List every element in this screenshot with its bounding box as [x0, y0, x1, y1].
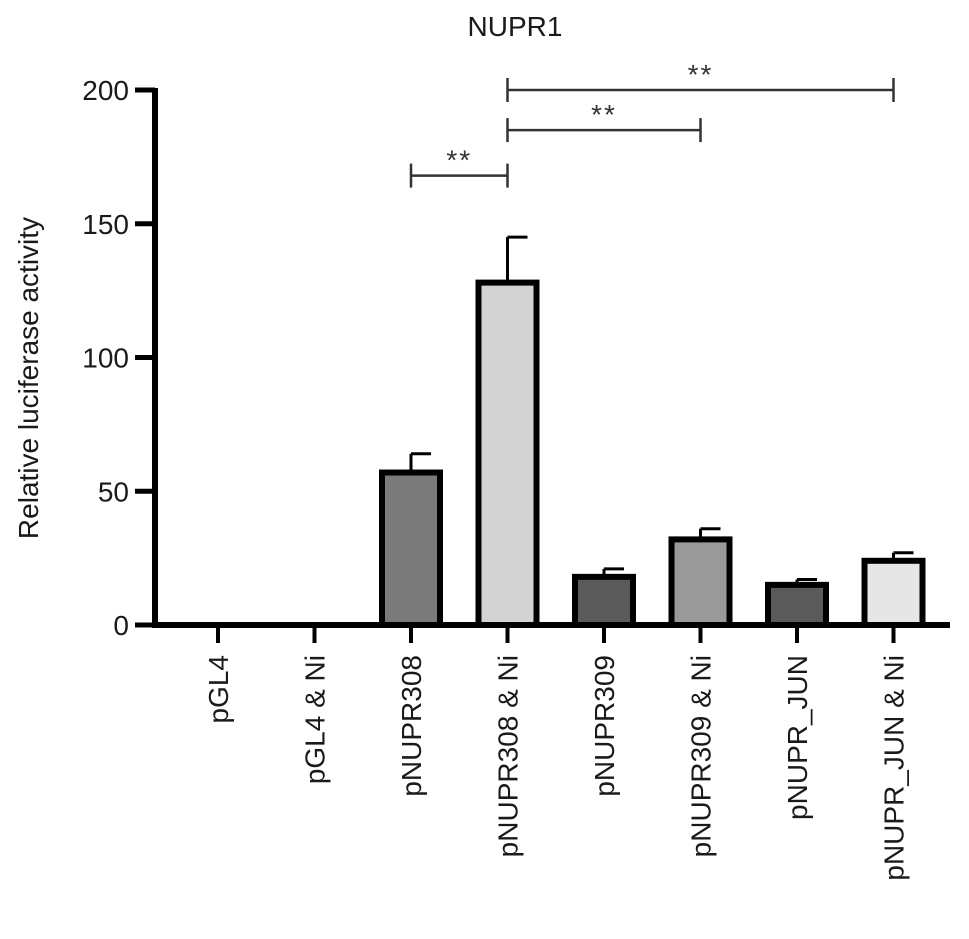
y-tick-label-100: 100 — [82, 343, 129, 374]
x-tick-label-0: pGL4 — [203, 655, 234, 724]
y-axis-title: Relative luciferase activity — [13, 217, 44, 539]
y-tick-label-150: 150 — [82, 209, 129, 240]
bar-6 — [765, 581, 829, 628]
x-tick-label-2: pNUPR308 — [396, 655, 427, 797]
y-tick-label-50: 50 — [98, 476, 129, 507]
x-tick-label-4: pNUPR309 — [589, 655, 620, 797]
chart-title: NUPR1 — [468, 11, 563, 42]
y-tick-label-0: 0 — [113, 610, 129, 641]
error-bars-layer — [409, 235, 914, 585]
bars-layer — [379, 279, 926, 629]
axes-layer: 0 50 100 150 200 pGL4 pGL4 & Ni pNUPR308 pNUPR30… — [82, 75, 950, 881]
x-tick-label-1: pGL4 & Ni — [300, 655, 331, 784]
bar-5 — [668, 536, 733, 629]
significance-layer: ** ** ** — [409, 59, 895, 188]
x-tick-label-3: pNUPR308 & Ni — [493, 655, 524, 857]
y-tick-label-200: 200 — [82, 75, 129, 106]
sig-label-2: ** — [688, 59, 714, 90]
x-tick-label-7: pNUPR_JUN & Ni — [879, 655, 910, 881]
bar-4 — [572, 573, 636, 628]
x-tick-label-5: pNUPR309 & Ni — [686, 655, 717, 857]
x-tick-label-6: pNUPR_JUN — [782, 655, 813, 820]
bar-7 — [861, 557, 926, 628]
bar-3 — [475, 279, 540, 628]
sig-label-1: ** — [591, 99, 617, 130]
sig-label-0: ** — [446, 145, 472, 176]
bar-2 — [379, 469, 443, 628]
